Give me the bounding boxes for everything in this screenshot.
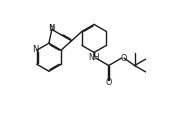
Text: O: O	[120, 54, 126, 63]
Text: H: H	[49, 24, 54, 30]
Text: NH: NH	[88, 53, 100, 62]
Text: N: N	[48, 24, 54, 33]
Text: O: O	[106, 78, 112, 87]
Text: N: N	[32, 45, 38, 54]
